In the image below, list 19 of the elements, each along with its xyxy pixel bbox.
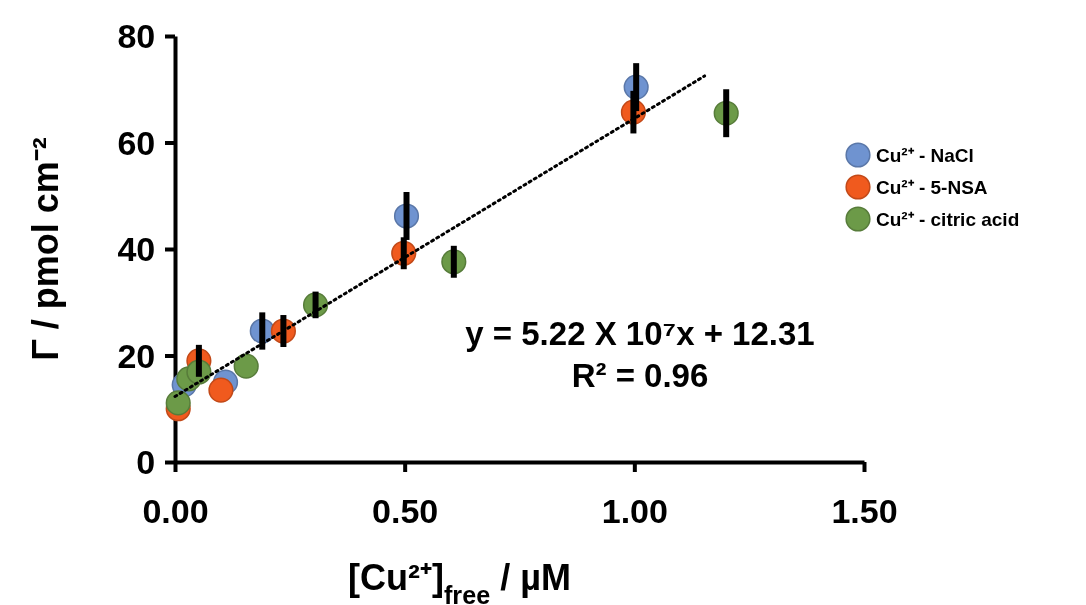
y-tick-label: 40 (117, 230, 156, 269)
legend-label: Cu²⁺ - NaCl (876, 144, 974, 166)
annotation: R² = 0.96 (571, 357, 709, 394)
legend-label: Cu²⁺ - citric acid (876, 208, 1020, 230)
y-tick-label: 0 (136, 443, 156, 482)
x-tick-label: 0.50 (372, 491, 439, 530)
x-tick-label: 1.50 (831, 491, 898, 530)
x-tick-label: 1.00 (601, 491, 668, 530)
point (165, 390, 191, 416)
annotation: y = 5.22 X 10⁷x + 12.31 (465, 315, 815, 352)
point (233, 353, 259, 379)
y-axis-title: Γ / pmol cm⁻² (25, 137, 66, 361)
y-tick-label: 60 (117, 123, 156, 162)
point (208, 377, 234, 403)
x-tick-label: 0.00 (142, 491, 209, 530)
legend-label: Cu²⁺ - 5-NSA (876, 176, 988, 198)
y-tick-label: 80 (117, 17, 156, 56)
y-tick-label: 20 (117, 336, 156, 375)
x-axis-title: [Cu²⁺]$_{free}$ / µM (348, 557, 571, 605)
